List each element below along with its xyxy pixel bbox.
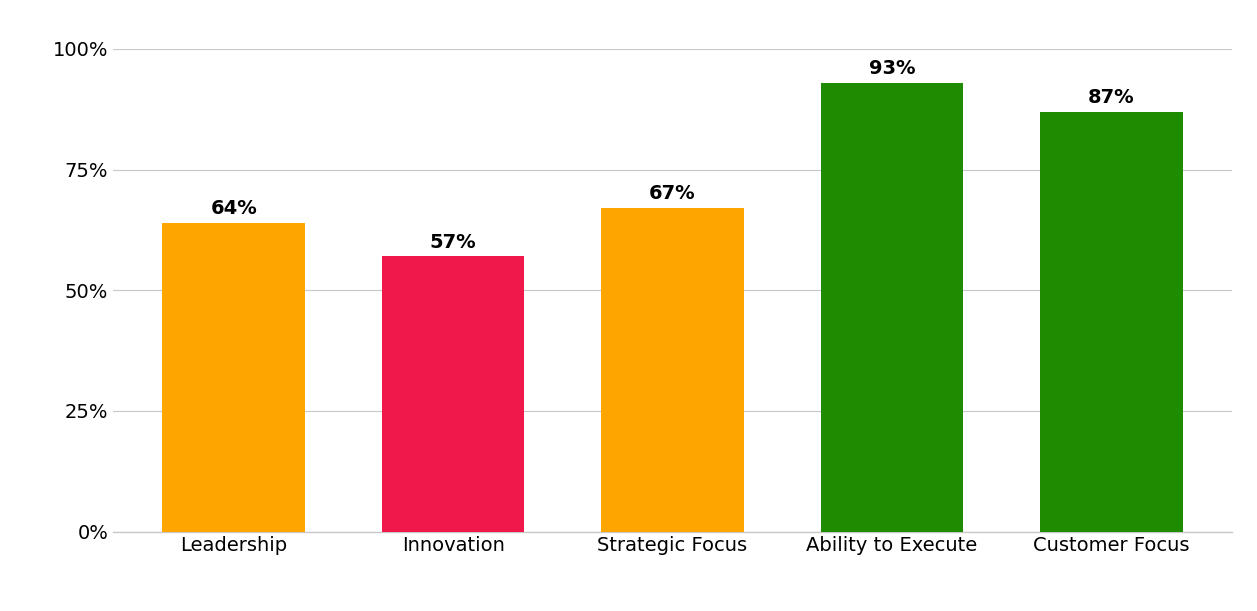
Bar bbox=[1040, 112, 1183, 532]
Text: 93%: 93% bbox=[869, 59, 915, 78]
Text: 87%: 87% bbox=[1087, 88, 1135, 107]
Text: 64%: 64% bbox=[210, 199, 258, 218]
Bar bbox=[821, 82, 963, 532]
Bar bbox=[601, 208, 744, 532]
Bar bbox=[162, 222, 305, 532]
Bar bbox=[382, 257, 524, 532]
Text: 57%: 57% bbox=[430, 233, 476, 252]
Text: 67%: 67% bbox=[649, 185, 696, 203]
